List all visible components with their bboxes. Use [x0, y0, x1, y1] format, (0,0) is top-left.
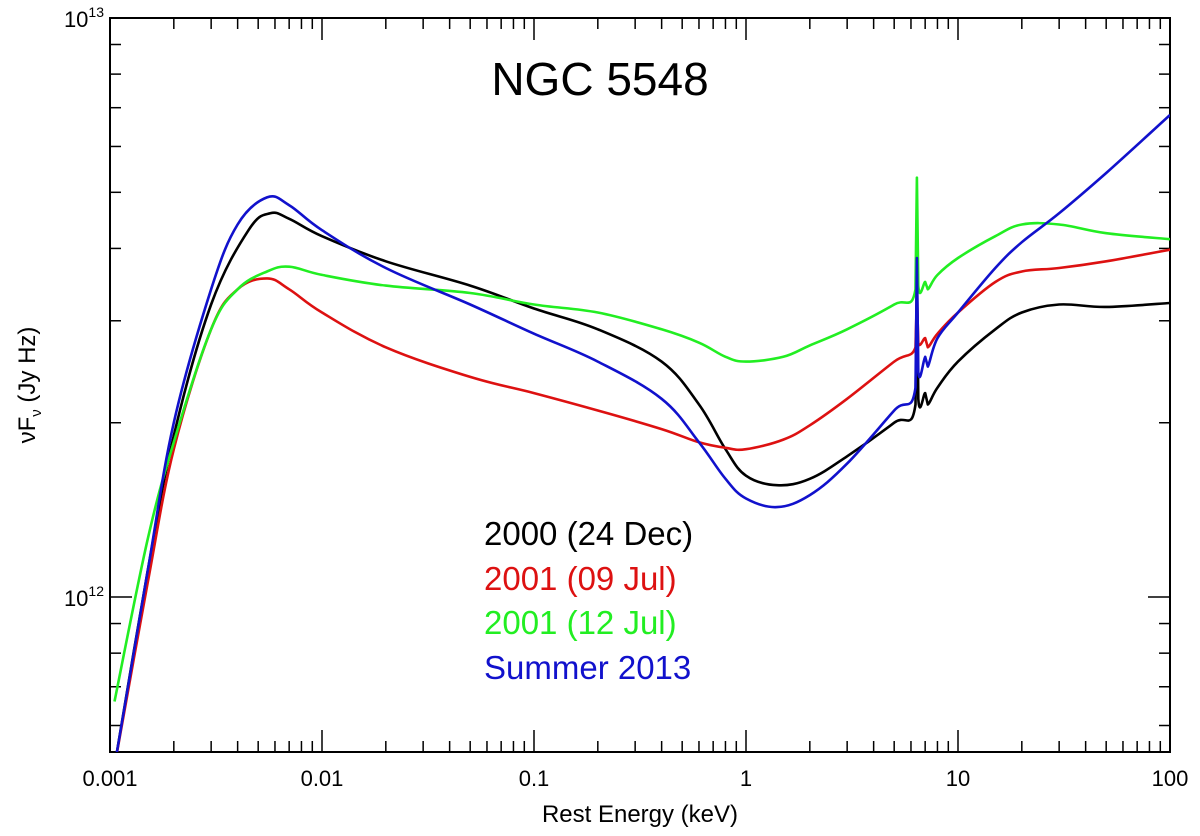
legend: 2000 (24 Dec) 2001 (09 Jul) 2001 (12 Jul… [484, 515, 693, 686]
series-layer [113, 114, 1170, 752]
legend-entry-1: 2001 (09 Jul) [484, 560, 677, 597]
legend-entry-2: 2001 (12 Jul) [484, 604, 677, 641]
series-line-0 [115, 211, 1170, 752]
axis-ticks [109, 17, 1171, 752]
x-tick-label: 10 [946, 766, 970, 791]
x-tick-label: 100 [1152, 766, 1189, 791]
legend-entry-3: Summer 2013 [484, 649, 691, 686]
x-tick-label: 0.1 [519, 766, 550, 791]
series-line-1 [115, 248, 1170, 752]
chart-title: NGC 5548 [491, 53, 708, 105]
y-tick-label: 1013 [64, 4, 104, 32]
y-tick-label: 1012 [64, 583, 104, 611]
plot-frame [109, 17, 1171, 753]
legend-entry-0: 2000 (24 Dec) [484, 515, 693, 552]
x-tick-label: 0.01 [301, 766, 344, 791]
y-axis-label-main: νF [14, 417, 41, 444]
y-axis-label: νFν (Jy Hz) [14, 327, 45, 444]
series-line-3 [115, 114, 1170, 752]
axis-tick-labels: 0.001 0.01 0.1 1 10 100 1012 1013 [64, 4, 1188, 791]
x-tick-label: 1 [740, 766, 752, 791]
x-axis-label: Rest Energy (keV) [542, 801, 738, 828]
x-tick-label: 0.001 [82, 766, 137, 791]
svg-text:νFν (Jy Hz): νFν (Jy Hz) [14, 327, 45, 444]
y-axis-label-subscript: ν [28, 409, 45, 417]
y-axis-label-unit: (Jy Hz) [14, 327, 41, 403]
series-line-2 [113, 176, 1170, 702]
